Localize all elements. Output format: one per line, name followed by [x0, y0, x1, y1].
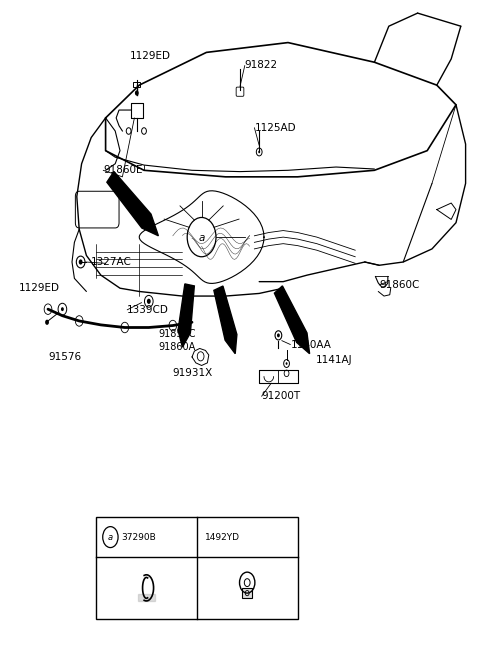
Text: 1141AJ: 1141AJ — [316, 355, 352, 365]
Text: a: a — [198, 233, 205, 244]
Bar — [133, 82, 140, 87]
Text: 1129ED: 1129ED — [130, 50, 170, 61]
Circle shape — [61, 307, 64, 311]
Bar — [96, 517, 298, 619]
Text: 1327AC: 1327AC — [91, 257, 132, 267]
Polygon shape — [178, 284, 194, 347]
Text: 1129ED: 1129ED — [19, 283, 60, 293]
Polygon shape — [107, 172, 158, 236]
Polygon shape — [275, 286, 310, 354]
Text: 91860E: 91860E — [103, 165, 143, 176]
Bar — [242, 588, 252, 599]
Text: 1492YD: 1492YD — [205, 533, 240, 542]
Text: 91931X: 91931X — [173, 368, 213, 379]
Text: a: a — [108, 533, 113, 542]
Text: 91822: 91822 — [245, 60, 278, 71]
Text: 91860C: 91860C — [379, 280, 420, 290]
Text: 1140AA: 1140AA — [290, 339, 331, 350]
Text: 91200T: 91200T — [262, 391, 301, 402]
Circle shape — [258, 151, 260, 153]
Text: 91860A: 91860A — [158, 342, 196, 352]
Polygon shape — [138, 595, 155, 601]
Text: 91576: 91576 — [48, 352, 81, 362]
Circle shape — [147, 299, 151, 304]
Circle shape — [277, 333, 280, 337]
Polygon shape — [214, 286, 237, 354]
Text: 1339CD: 1339CD — [127, 305, 169, 315]
Circle shape — [79, 259, 83, 265]
Circle shape — [286, 362, 288, 365]
Text: 1125AD: 1125AD — [254, 122, 296, 133]
Circle shape — [135, 90, 139, 96]
Text: 37290B: 37290B — [121, 533, 156, 542]
Text: 91850C: 91850C — [158, 329, 196, 339]
Circle shape — [45, 320, 49, 325]
